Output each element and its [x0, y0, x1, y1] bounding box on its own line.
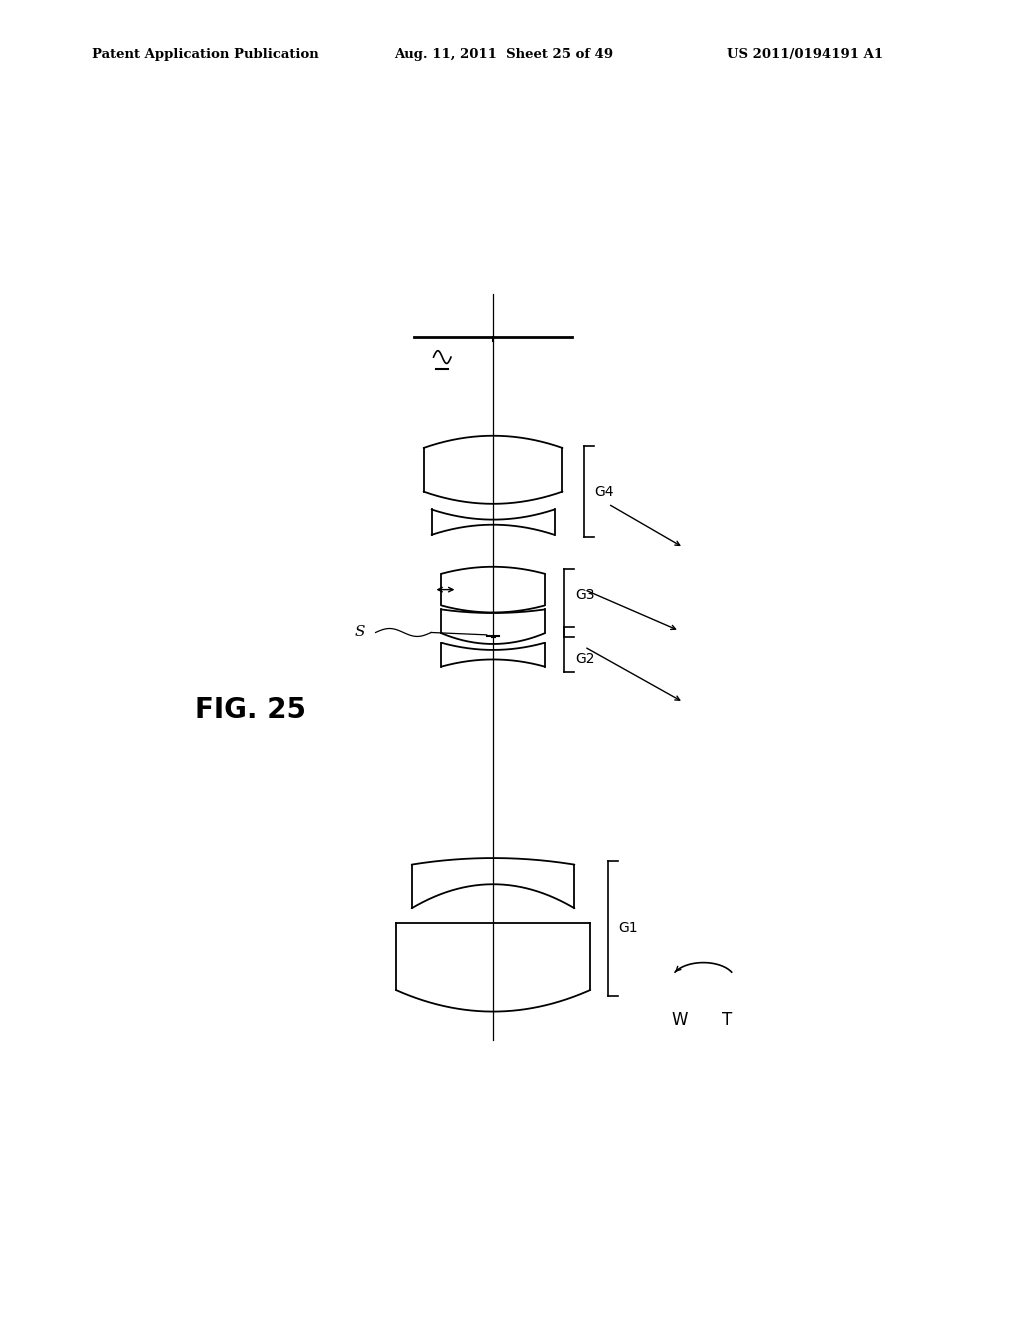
Text: S: S [354, 626, 365, 639]
Text: Patent Application Publication: Patent Application Publication [92, 48, 318, 61]
Text: T: T [722, 1011, 732, 1028]
Text: Aug. 11, 2011  Sheet 25 of 49: Aug. 11, 2011 Sheet 25 of 49 [394, 48, 613, 61]
Text: G2: G2 [574, 652, 594, 665]
Text: US 2011/0194191 A1: US 2011/0194191 A1 [727, 48, 883, 61]
Text: G4: G4 [595, 484, 614, 499]
Text: G3: G3 [574, 589, 594, 602]
Text: FIG. 25: FIG. 25 [196, 696, 306, 725]
Text: G1: G1 [618, 921, 638, 936]
Text: W: W [672, 1011, 688, 1028]
